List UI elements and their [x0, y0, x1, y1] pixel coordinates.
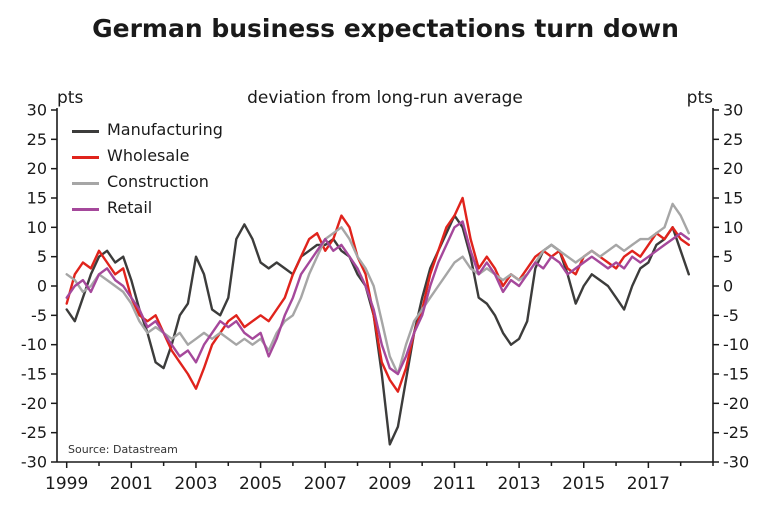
svg-text:2009: 2009: [368, 474, 411, 494]
svg-text:-25: -25: [21, 423, 47, 442]
svg-text:-20: -20: [723, 394, 749, 413]
svg-text:10: 10: [723, 218, 743, 237]
svg-text:-30: -30: [21, 453, 47, 472]
svg-text:2011: 2011: [433, 474, 476, 494]
left-axis-unit: pts: [57, 88, 84, 108]
source-note: Source: Datastream: [68, 443, 178, 456]
svg-text:5: 5: [723, 247, 733, 266]
legend-item-retail: Retail: [72, 196, 223, 222]
svg-text:-10: -10: [21, 335, 47, 354]
manufacturing-line-swatch: [72, 129, 99, 133]
construction-line-swatch: [72, 181, 99, 185]
svg-text:-20: -20: [21, 394, 47, 413]
chart-subtitle: deviation from long-run average: [247, 88, 523, 108]
svg-text:-15: -15: [723, 365, 749, 384]
legend-label: Retail: [107, 198, 153, 217]
svg-text:-5: -5: [31, 306, 47, 325]
svg-text:2015: 2015: [562, 474, 605, 494]
svg-text:10: 10: [27, 218, 47, 237]
legend-item-wholesale: Wholesale: [72, 144, 223, 170]
svg-text:15: 15: [723, 189, 743, 208]
chart-legend: Manufacturing Wholesale Construction Ret…: [72, 118, 223, 222]
svg-text:-10: -10: [723, 335, 749, 354]
svg-text:0: 0: [37, 277, 47, 296]
legend-label: Manufacturing: [107, 120, 223, 139]
legend-label: Wholesale: [107, 146, 190, 165]
axis-header: pts deviation from long-run average pts: [57, 88, 713, 108]
svg-text:30: 30: [723, 101, 743, 120]
legend-label: Construction: [107, 172, 209, 191]
svg-text:15: 15: [27, 189, 47, 208]
svg-text:5: 5: [37, 247, 47, 266]
svg-text:2005: 2005: [239, 474, 282, 494]
svg-text:30: 30: [27, 101, 47, 120]
svg-text:-5: -5: [723, 306, 739, 325]
svg-text:2003: 2003: [174, 474, 217, 494]
legend-item-manufacturing: Manufacturing: [72, 118, 223, 144]
svg-text:2007: 2007: [304, 474, 347, 494]
svg-text:2013: 2013: [497, 474, 540, 494]
svg-text:2017: 2017: [627, 474, 670, 494]
svg-text:0: 0: [723, 277, 733, 296]
svg-text:-25: -25: [723, 423, 749, 442]
svg-text:20: 20: [723, 159, 743, 178]
svg-text:-15: -15: [21, 365, 47, 384]
page-title: German business expectations turn down: [92, 14, 679, 43]
svg-text:-30: -30: [723, 453, 749, 472]
svg-text:1999: 1999: [45, 474, 88, 494]
retail-line-swatch: [72, 207, 99, 211]
wholesale-line-swatch: [72, 155, 99, 159]
svg-text:25: 25: [27, 130, 47, 149]
legend-item-construction: Construction: [72, 170, 223, 196]
svg-text:20: 20: [27, 159, 47, 178]
svg-text:25: 25: [723, 130, 743, 149]
right-axis-unit: pts: [686, 88, 713, 108]
svg-text:2001: 2001: [110, 474, 153, 494]
